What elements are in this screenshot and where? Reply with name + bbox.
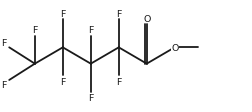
Text: F: F <box>1 39 6 48</box>
Text: F: F <box>88 93 93 102</box>
Text: F: F <box>1 80 6 89</box>
Text: O: O <box>142 15 150 24</box>
Text: O: O <box>170 43 178 52</box>
Text: F: F <box>116 77 121 86</box>
Text: F: F <box>60 77 65 86</box>
Text: F: F <box>60 10 65 19</box>
Text: F: F <box>88 26 93 35</box>
Text: F: F <box>116 10 121 19</box>
Text: F: F <box>32 26 37 35</box>
